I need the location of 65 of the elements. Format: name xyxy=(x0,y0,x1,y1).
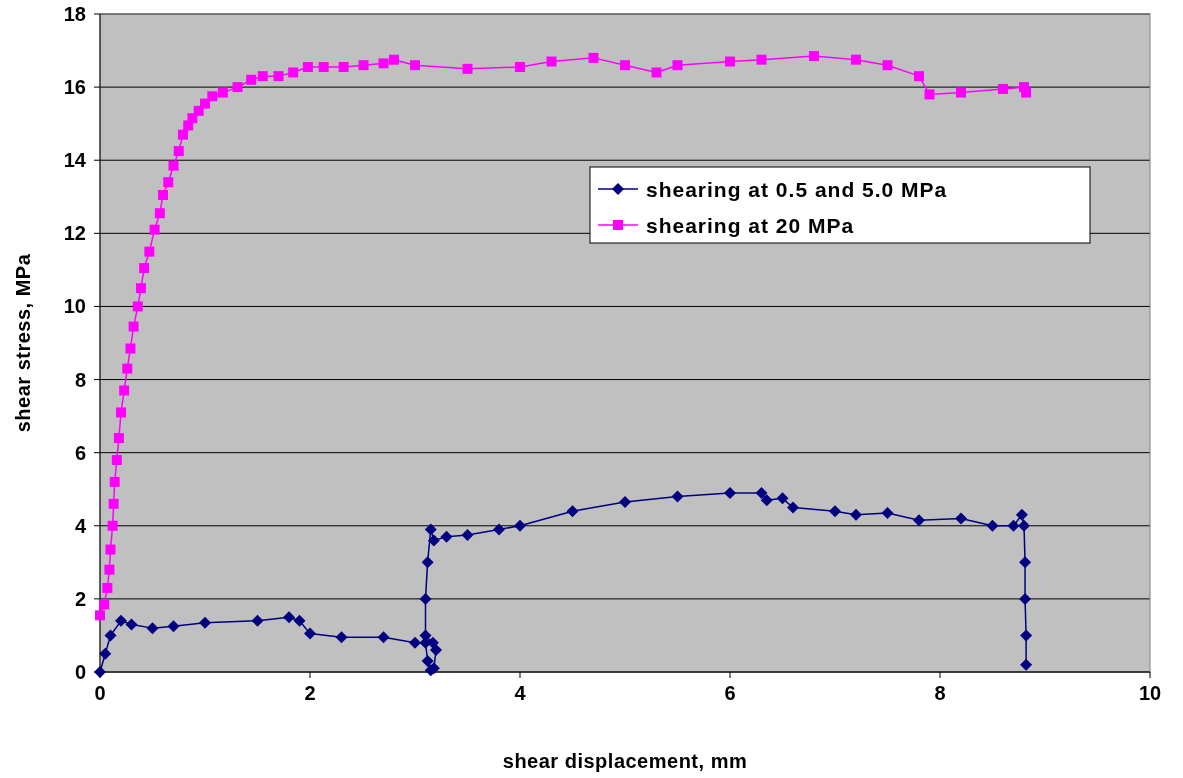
point xyxy=(430,644,442,657)
y-axis-title: shear stress, MPa xyxy=(12,253,34,433)
point xyxy=(1015,508,1028,521)
point xyxy=(724,486,736,499)
point xyxy=(146,622,159,635)
point xyxy=(304,627,316,640)
y-tick-label: 6 xyxy=(74,441,86,464)
point xyxy=(335,631,348,644)
x-tick-label: 10 xyxy=(1138,682,1162,704)
legend-label: shearing at 0.5 and 5.0 MPa xyxy=(646,178,948,201)
point xyxy=(419,592,432,605)
y-tick-label: 10 xyxy=(63,295,86,318)
point xyxy=(1019,592,1032,605)
point xyxy=(850,508,862,521)
point xyxy=(167,620,180,633)
y-tick-label: 12 xyxy=(63,222,86,245)
y-tick-label: 2 xyxy=(74,587,86,610)
y-tick-label: 18 xyxy=(63,3,86,25)
point xyxy=(104,629,117,642)
point xyxy=(424,523,437,536)
x-tick-label: 8 xyxy=(934,682,946,704)
point xyxy=(671,490,684,503)
point xyxy=(409,636,421,649)
point xyxy=(1019,556,1032,569)
y-tick-label: 0 xyxy=(74,661,86,683)
point xyxy=(913,514,925,527)
point xyxy=(493,523,505,536)
point xyxy=(440,530,453,543)
point xyxy=(986,519,999,532)
x-axis-title: shear displacement, mm xyxy=(502,750,748,772)
point xyxy=(115,614,127,627)
point xyxy=(1020,658,1033,671)
point xyxy=(514,519,526,532)
point xyxy=(461,528,474,541)
y-tick-label: 14 xyxy=(63,149,87,172)
x-tick-label: 0 xyxy=(94,682,106,704)
point xyxy=(421,556,434,569)
point xyxy=(1020,629,1033,642)
point xyxy=(1007,519,1020,532)
point xyxy=(619,496,631,509)
y-tick-label: 4 xyxy=(74,514,87,537)
point xyxy=(99,647,112,660)
point xyxy=(427,534,440,547)
point xyxy=(776,492,789,505)
point xyxy=(421,655,434,668)
point xyxy=(760,494,773,507)
y-tick-label: 16 xyxy=(63,76,86,99)
x-tick-label: 4 xyxy=(514,682,527,704)
point xyxy=(199,616,211,629)
x-tick-label: 2 xyxy=(304,682,316,704)
point xyxy=(787,501,799,514)
y-tick-label: 8 xyxy=(74,368,86,391)
point xyxy=(955,512,967,525)
point xyxy=(251,614,264,627)
point xyxy=(1018,519,1030,532)
legend-label: shearing at 20 MPa xyxy=(646,214,855,237)
x-tick-label: 6 xyxy=(724,682,736,704)
point xyxy=(881,506,894,519)
point xyxy=(377,631,390,644)
point xyxy=(566,505,579,518)
point xyxy=(755,486,768,499)
point xyxy=(829,505,841,518)
point xyxy=(283,611,295,624)
point xyxy=(293,614,306,627)
point xyxy=(125,618,138,631)
